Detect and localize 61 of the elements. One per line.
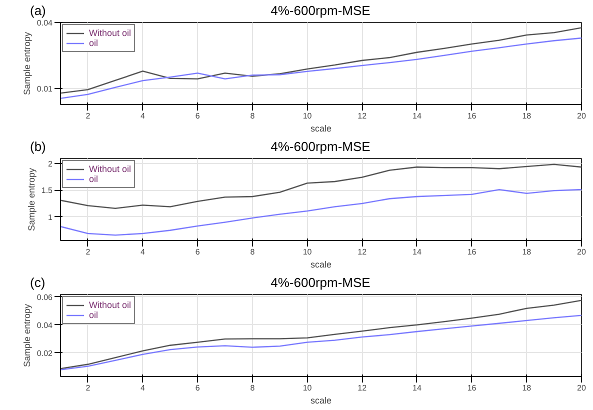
chart-title: 4%-600rpm-MSE	[270, 138, 372, 156]
legend-label: oil	[89, 310, 100, 320]
x-tick-label: 8	[250, 384, 256, 392]
text: (b)	[30, 138, 46, 156]
x-tick-label: 10	[302, 112, 312, 120]
y-tick-label: 1	[48, 212, 54, 222]
legend-label: oil	[89, 174, 100, 184]
y-tick-label: 0.04	[36, 18, 54, 28]
x-tick-label: 2	[86, 112, 91, 120]
x-tick-label: 20	[577, 248, 586, 256]
line-series	[60, 27, 582, 94]
x-axis-title: scale	[310, 260, 332, 270]
chart-title: 4%-600rpm-MSE	[270, 274, 372, 292]
x-tick-label: 16	[467, 248, 477, 256]
y-axis-title: Sample entropy	[22, 303, 32, 368]
x-tick-label: 16	[467, 384, 477, 392]
x-axis-title: scale	[310, 124, 332, 134]
x-tick-label: 6	[195, 248, 200, 256]
legend-label: Without oil	[89, 28, 132, 38]
x-tick-label: 8	[250, 248, 256, 256]
x-tick-label: 10	[302, 248, 312, 256]
legend-label: oil	[89, 38, 100, 48]
y-tick-label: 0.06	[36, 292, 54, 302]
line-series	[60, 300, 582, 370]
text: (a)	[30, 3, 46, 18]
x-tick-label: 2	[86, 384, 91, 392]
x-tick-label: 12	[358, 248, 368, 256]
y-axis-title: Sample entropy	[22, 31, 32, 96]
x-tick-label: 8	[250, 112, 256, 120]
x-tick-label: 6	[195, 384, 200, 392]
x-tick-label: 20	[577, 112, 586, 120]
x-tick-label: 4	[140, 384, 146, 392]
x-tick-label: 2	[86, 248, 91, 256]
x-tick-label: 4	[140, 112, 146, 120]
x-tick-label: 18	[522, 112, 532, 120]
legend-label: Without oil	[89, 164, 132, 174]
x-axis-title: scale	[310, 396, 332, 406]
legend-label: Without oil	[89, 300, 132, 310]
x-tick-label: 14	[412, 112, 422, 120]
y-tick-label: 1.5	[41, 186, 54, 196]
x-tick-label: 12	[358, 384, 368, 392]
x-tick-label: 4	[140, 248, 146, 256]
x-tick-label: 18	[522, 248, 532, 256]
y-tick-label: 2	[48, 159, 54, 168]
x-tick-label: 12	[358, 112, 368, 120]
x-tick-label: 10	[302, 384, 312, 392]
x-tick-label: 16	[467, 112, 477, 120]
x-tick-label: 14	[412, 248, 422, 256]
x-tick-label: 18	[522, 384, 532, 392]
text: (c)	[30, 274, 46, 292]
y-tick-label: 0.04	[36, 320, 54, 330]
line-series	[60, 37, 582, 100]
y-tick-label: 0.02	[36, 348, 54, 358]
x-tick-label: 14	[412, 384, 422, 392]
y-axis-title: Sample entropy	[26, 167, 36, 232]
line-series	[60, 164, 582, 209]
x-tick-label: 6	[195, 112, 200, 120]
line-series	[60, 188, 582, 236]
chart-title: 4%-600rpm-MSE	[270, 2, 372, 20]
x-tick-label: 20	[577, 384, 586, 392]
y-tick-label: 0.01	[36, 84, 54, 94]
